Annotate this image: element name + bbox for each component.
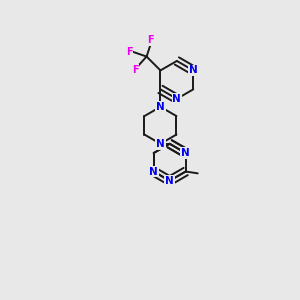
- Text: N: N: [172, 94, 181, 104]
- Text: N: N: [181, 148, 190, 158]
- Text: N: N: [156, 139, 165, 149]
- Text: F: F: [147, 35, 154, 45]
- Text: N: N: [189, 65, 198, 75]
- Text: F: F: [132, 65, 138, 75]
- Text: N: N: [149, 167, 158, 176]
- Text: N: N: [165, 176, 174, 186]
- Text: F: F: [126, 47, 132, 57]
- Text: N: N: [156, 102, 165, 112]
